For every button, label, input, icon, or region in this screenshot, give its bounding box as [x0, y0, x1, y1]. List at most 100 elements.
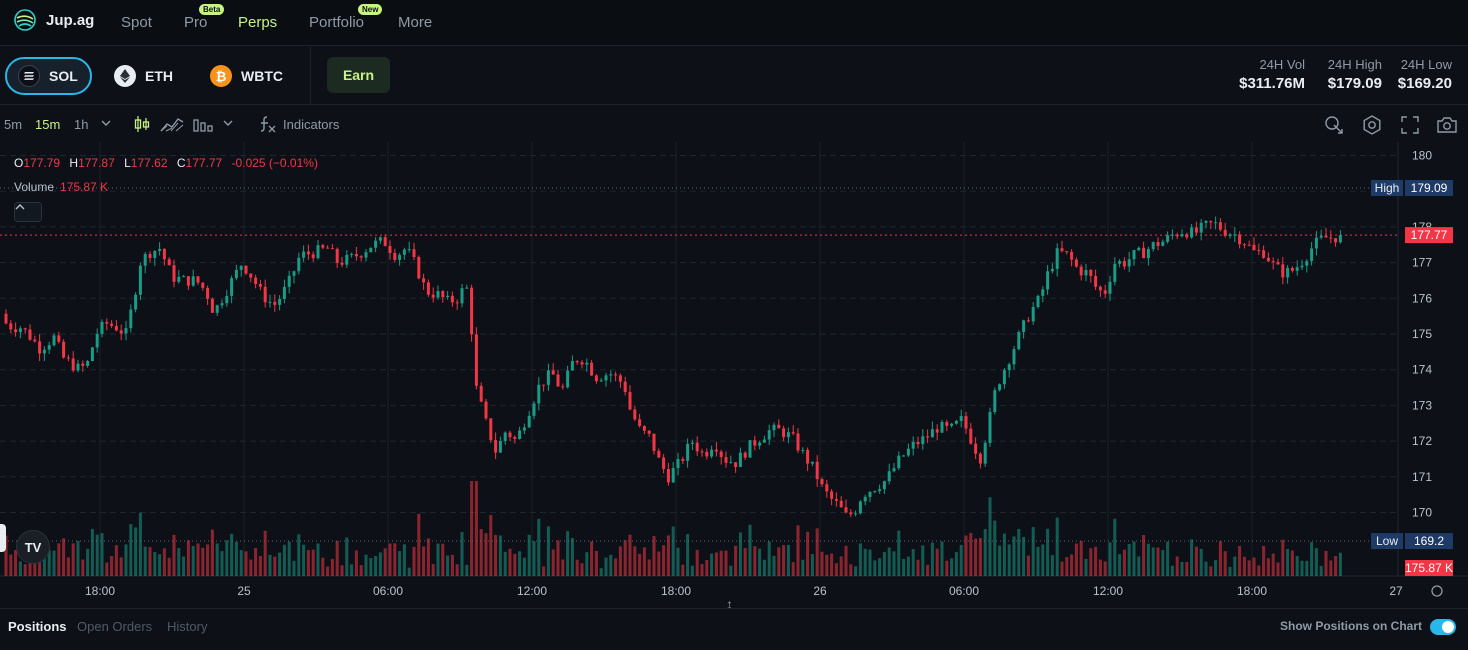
candle-body — [974, 443, 978, 454]
nav-perps-label: Perps — [238, 14, 278, 31]
volume-bar — [671, 526, 675, 576]
volume-bar — [383, 548, 387, 576]
volume-bar — [710, 553, 714, 576]
ohlc-legend: O177.79 H177.87 L177.62 C177.77 -0.025 (… — [14, 156, 318, 170]
tab-positions[interactable]: Positions — [8, 619, 67, 634]
volume-bar — [354, 550, 358, 576]
volume-bar — [1122, 549, 1126, 576]
candle-body — [537, 384, 541, 404]
volume-bar — [1084, 558, 1088, 576]
fullscreen-icon[interactable] — [1399, 114, 1421, 136]
tab-open-orders[interactable]: Open Orders — [77, 619, 153, 634]
volume-bar — [1074, 543, 1078, 576]
candle-body — [546, 370, 550, 385]
candle-body — [359, 256, 363, 258]
nav-spot[interactable]: Spot — [121, 14, 152, 31]
market-eth[interactable]: ETH — [114, 57, 173, 95]
volume-bar — [1242, 556, 1246, 576]
volume-bar — [86, 548, 90, 576]
settings-gear-icon[interactable] — [1361, 114, 1383, 136]
candle-body — [1065, 251, 1069, 253]
volume-bar — [340, 565, 344, 576]
candle-body — [983, 442, 987, 464]
candle-body — [594, 375, 598, 382]
nav-perps[interactable]: Perps — [238, 14, 277, 31]
volume-bar — [153, 552, 157, 576]
nav-more[interactable]: More — [398, 14, 432, 31]
volume-bar — [570, 538, 574, 576]
candle-body — [450, 295, 454, 303]
timeframe-chevron-down-icon[interactable] — [100, 118, 112, 128]
volume-bar — [599, 568, 603, 576]
candle-body — [542, 384, 546, 386]
brand-logo[interactable]: Jup.ag — [14, 9, 94, 31]
candle-body — [38, 341, 42, 354]
volume-bar — [417, 513, 421, 576]
show-positions-toggle[interactable] — [1430, 619, 1456, 635]
volume-bar — [695, 549, 699, 576]
volume-bar — [90, 528, 94, 576]
candlestick-chart[interactable]: 17017117217317417517617717817918018:0025… — [0, 142, 1468, 608]
beta-badge: Beta — [199, 4, 225, 15]
timeframe-5m[interactable]: 5m — [4, 117, 23, 132]
tradingview-logo-icon[interactable]: TV — [16, 530, 50, 564]
volume-bar — [177, 548, 181, 576]
volume-bar — [1319, 565, 1323, 576]
candle-body — [489, 418, 493, 441]
volume-bar — [513, 553, 517, 576]
volume-bar — [546, 526, 550, 576]
earn-button[interactable]: Earn — [327, 57, 390, 93]
volume-bar — [138, 512, 142, 576]
nav-portfolio[interactable]: Portfolio New — [309, 4, 383, 31]
volume-bar — [858, 543, 862, 576]
volume-bar — [690, 565, 694, 576]
candle-body — [1310, 248, 1314, 262]
market-wbtc[interactable]: ₿ WBTC — [210, 57, 283, 95]
timeframe-15m[interactable]: 15m — [35, 117, 61, 132]
timeframe-1h[interactable]: 1h — [74, 117, 89, 132]
candle-body — [652, 433, 656, 451]
volume-bar — [364, 554, 368, 576]
stat-24h-high-label: 24H High — [1327, 57, 1382, 72]
volume-bar — [62, 538, 66, 576]
candle-body — [988, 411, 992, 443]
candle-body — [522, 427, 526, 431]
candle-body — [1257, 250, 1261, 252]
candle-body — [834, 498, 838, 501]
drawing-panel-toggle[interactable] — [0, 524, 6, 552]
market-sol[interactable]: SOL — [5, 57, 92, 95]
legend-high: 177.87 — [78, 156, 115, 170]
volume-bar — [729, 565, 733, 576]
indicators-button[interactable]: Indicators — [283, 117, 340, 132]
area-chart-icon[interactable] — [160, 114, 184, 134]
volume-bar — [849, 564, 853, 576]
bar-chart-icon[interactable] — [192, 114, 214, 134]
volume-bar — [1209, 566, 1213, 576]
tab-history[interactable]: History — [167, 619, 208, 634]
price-chart[interactable]: 17017117217317417517617717817918018:0025… — [0, 142, 1468, 608]
volume-bar — [652, 535, 656, 576]
candle-body — [964, 416, 968, 429]
candle-body — [1238, 234, 1242, 245]
crosshair-cursor-icon[interactable] — [1323, 114, 1345, 136]
candle-body — [902, 455, 906, 457]
high-tag-value-bg — [1405, 179, 1453, 196]
volume-bar — [498, 535, 502, 576]
chart-type-chevron-down-icon[interactable] — [222, 118, 234, 128]
stat-24h-low-label: 24H Low — [1400, 57, 1452, 72]
resize-handle-icon[interactable]: ↕ — [726, 596, 733, 612]
volume-bar — [950, 558, 954, 576]
camera-screenshot-icon[interactable] — [1436, 114, 1458, 136]
candle-body — [153, 250, 157, 259]
candle-body — [215, 305, 219, 313]
collapse-legend-button[interactable] — [14, 202, 42, 222]
nav-pro[interactable]: Pro Beta — [184, 4, 225, 31]
candle-body — [882, 481, 886, 490]
volume-bar — [186, 540, 190, 576]
candles-icon[interactable] — [133, 114, 151, 134]
divider — [310, 47, 311, 105]
candle-body — [1218, 222, 1222, 230]
volume-bar — [618, 546, 622, 576]
function-fx-icon[interactable] — [258, 114, 278, 134]
nav-portfolio-label: Portfolio — [309, 14, 365, 31]
